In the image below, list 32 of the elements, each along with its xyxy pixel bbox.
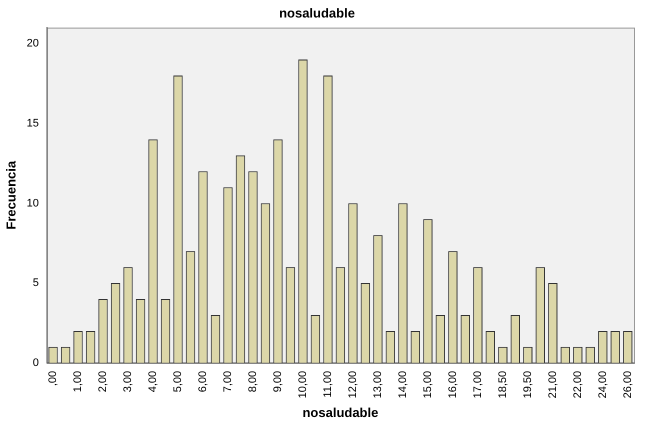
y-tick-label: 0 [32,356,39,369]
x-tick-label: 26,00 [622,370,634,398]
x-tick-label: 8,00 [247,370,259,392]
x-tick-label: ,00 [47,370,60,386]
x-tick-label: 17,00 [472,370,484,398]
x-tick-label: 22,00 [572,370,584,398]
x-tick-label: 18,50 [496,370,509,398]
x-tick-label: 6,00 [197,370,210,392]
x-tick-label: 11,00 [322,370,334,398]
x-tick-label: 1,00 [72,370,84,392]
x-tick-label: 10,00 [296,370,309,398]
x-tick-label: 24,00 [596,370,609,398]
x-tick-label: 15,00 [422,370,434,398]
y-tick-label: 20 [26,38,39,50]
x-axis-title: nosaludable [302,404,378,420]
y-tick-label: 5 [32,277,39,290]
x-tick-label: 9,00 [272,370,284,392]
x-tick-label: 19,50 [522,370,534,398]
x-tick-label: 2,00 [97,370,110,392]
x-tick-label: 12,00 [346,370,359,398]
x-tick-label: 5,00 [172,370,184,392]
y-axis-title: Frecuencia [3,160,18,230]
x-tick-label: 3,00 [122,370,134,392]
y-tick-label: 15 [26,117,39,130]
x-tick-label: 16,00 [446,370,459,398]
x-tick-label: 4,00 [147,370,160,392]
x-tick-label: 14,00 [396,370,409,398]
x-tick-label: 21,00 [546,370,559,398]
chart-title: nosaludable [279,5,355,20]
x-tick-label: 13,00 [372,370,384,398]
y-tick-label: 10 [26,197,39,210]
x-tick-label: 7,00 [222,370,234,392]
